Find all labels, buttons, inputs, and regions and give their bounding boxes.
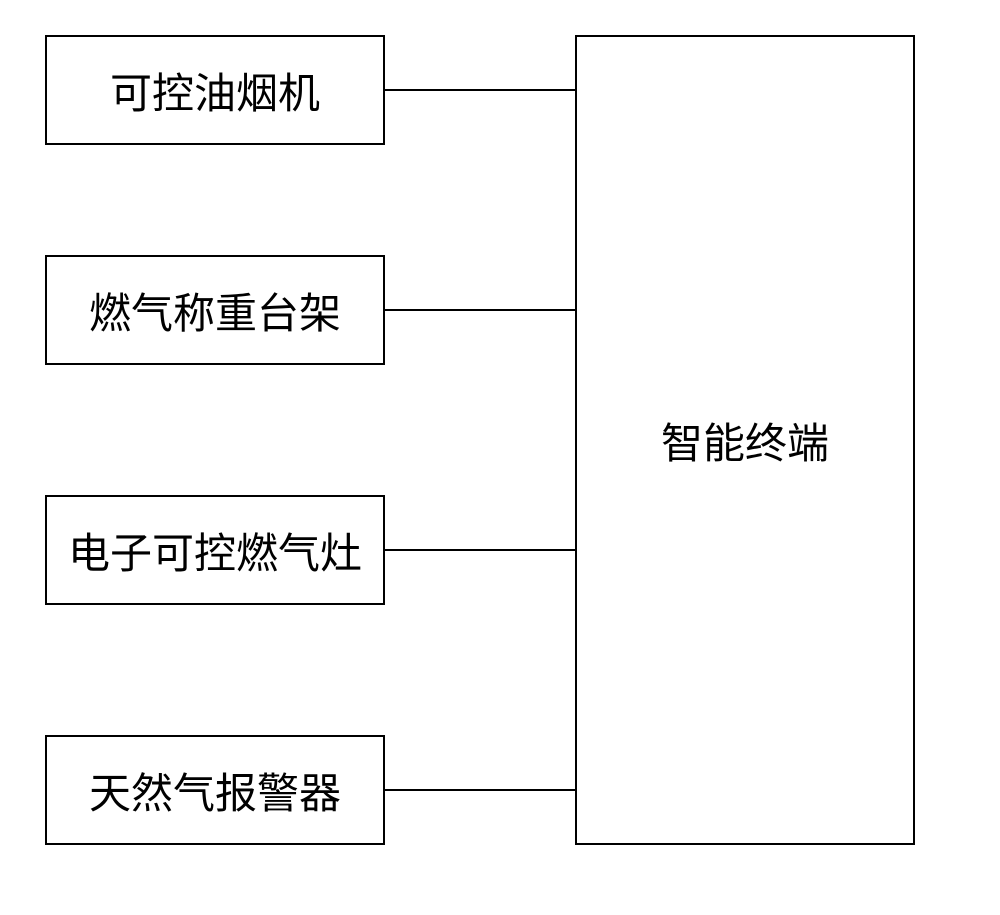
diagram-container: 可控油烟机 燃气称重台架 电子可控燃气灶 天然气报警器 智能终端 bbox=[0, 0, 1000, 915]
box-gas-stove-label: 电子可控燃气灶 bbox=[68, 520, 362, 581]
box-gas-stove: 电子可控燃气灶 bbox=[45, 495, 385, 605]
box-range-hood-label: 可控油烟机 bbox=[110, 60, 320, 121]
box-gas-alarm-label: 天然气报警器 bbox=[89, 760, 341, 821]
connector-2 bbox=[385, 309, 575, 311]
box-gas-weighing-label: 燃气称重台架 bbox=[89, 280, 341, 341]
box-smart-terminal-label: 智能终端 bbox=[661, 410, 829, 471]
box-gas-alarm: 天然气报警器 bbox=[45, 735, 385, 845]
box-smart-terminal: 智能终端 bbox=[575, 35, 915, 845]
connector-1 bbox=[385, 89, 575, 91]
connector-3 bbox=[385, 549, 575, 551]
box-range-hood: 可控油烟机 bbox=[45, 35, 385, 145]
connector-4 bbox=[385, 789, 575, 791]
box-gas-weighing: 燃气称重台架 bbox=[45, 255, 385, 365]
